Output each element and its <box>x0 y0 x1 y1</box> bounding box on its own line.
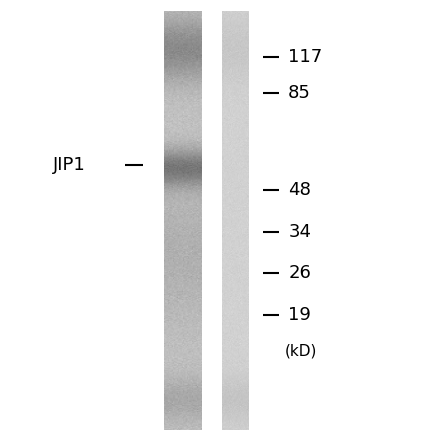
Text: 26: 26 <box>288 265 311 282</box>
Text: 85: 85 <box>288 84 311 101</box>
Text: (kD): (kD) <box>285 343 318 358</box>
Text: 48: 48 <box>288 181 311 198</box>
Text: 117: 117 <box>288 49 323 66</box>
Text: JIP1: JIP1 <box>53 157 86 174</box>
Text: 34: 34 <box>288 223 311 240</box>
Text: 19: 19 <box>288 306 311 324</box>
